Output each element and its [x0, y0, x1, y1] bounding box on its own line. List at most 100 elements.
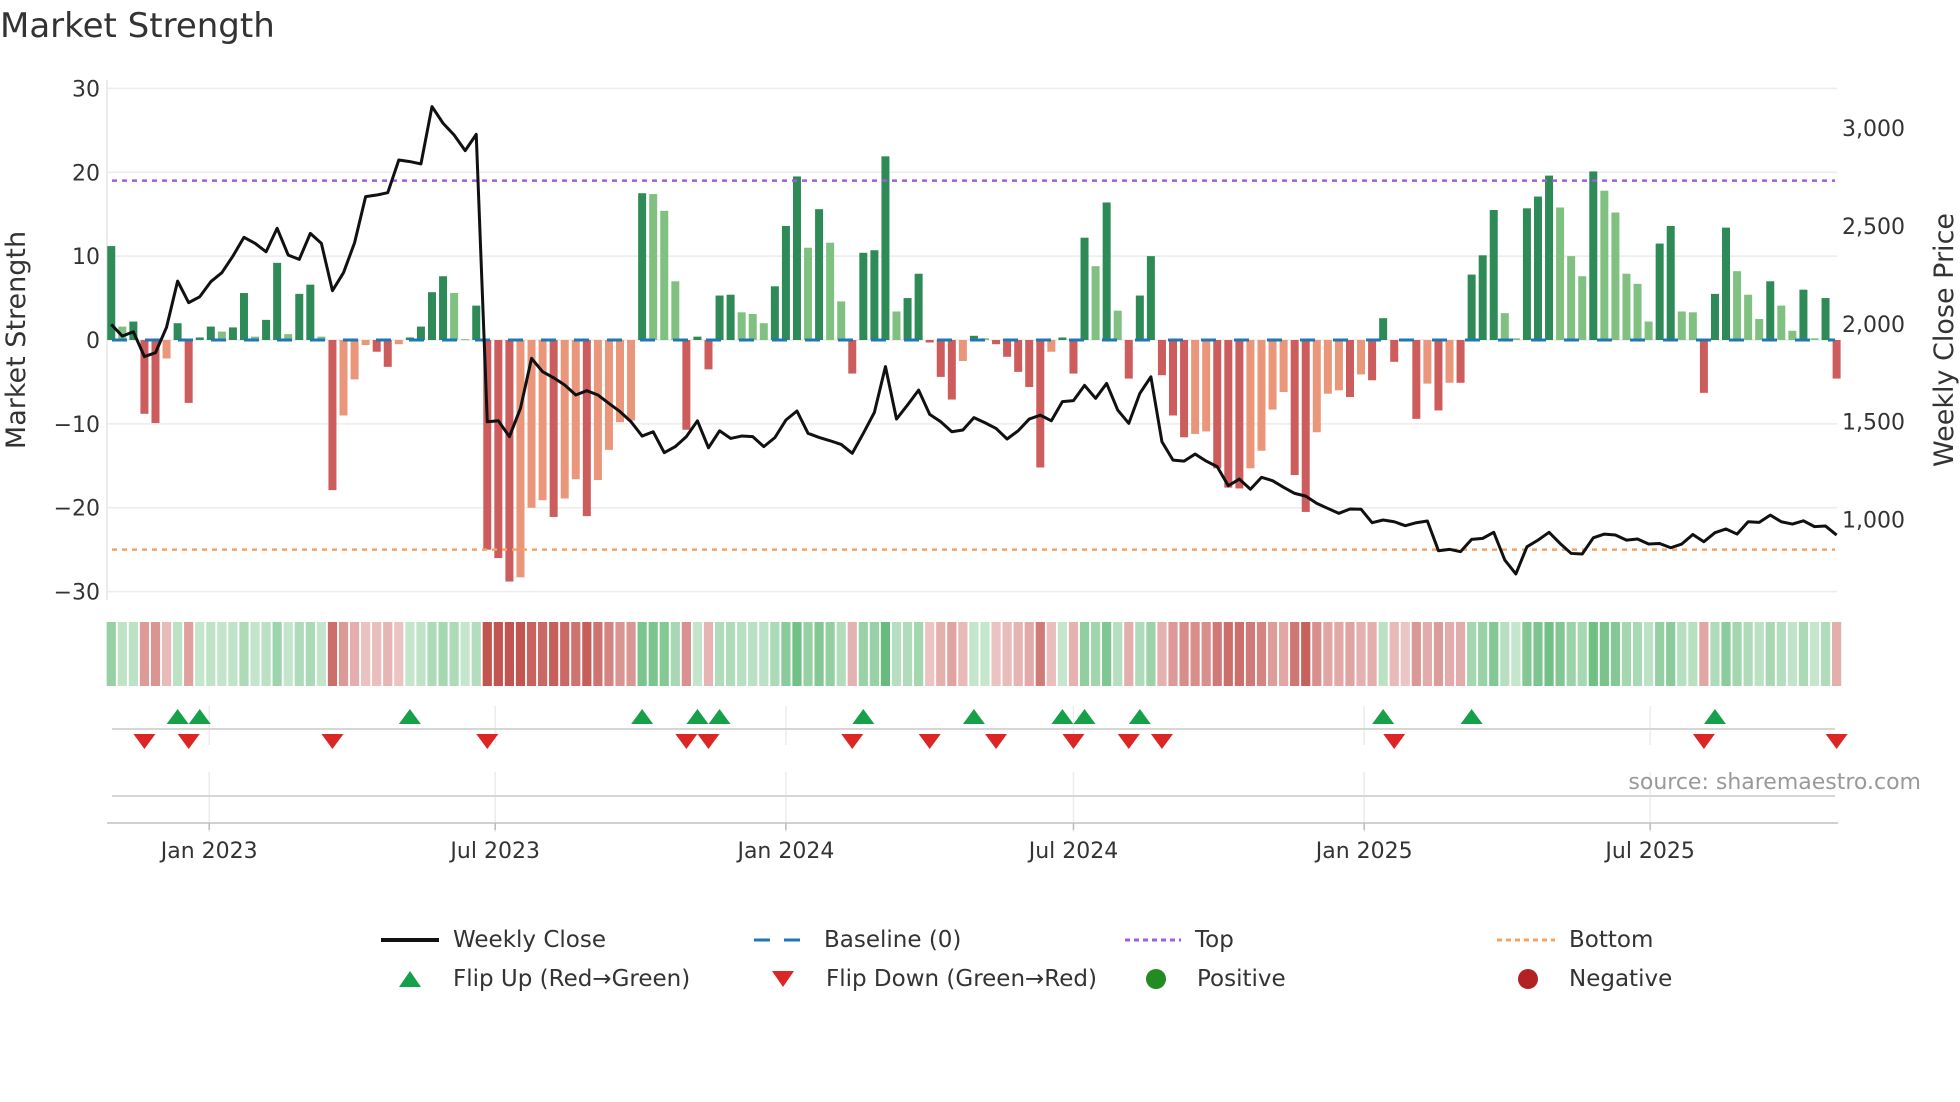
strength-bar	[483, 340, 492, 550]
strength-bar	[184, 340, 193, 403]
strip-cell	[571, 622, 581, 686]
strip-cell	[1610, 622, 1621, 686]
strip-cell	[1290, 622, 1300, 686]
strip-cell	[847, 622, 857, 686]
strip-cell	[1046, 622, 1056, 686]
strength-bar	[1699, 340, 1708, 393]
strength-bar	[1368, 340, 1377, 381]
strength-bar	[892, 311, 901, 340]
strength-bar	[1069, 340, 1078, 374]
strip-cell	[1500, 622, 1510, 686]
strip-cell	[869, 622, 879, 686]
strip-cell	[1102, 622, 1112, 686]
strength-bar	[206, 326, 215, 340]
strength-bar	[1058, 337, 1067, 340]
strength-bar	[295, 293, 304, 340]
strip-cell	[1478, 622, 1488, 686]
strength-bar	[649, 194, 658, 340]
strip-cell	[914, 622, 924, 686]
strength-bar	[1246, 340, 1255, 469]
strip-cell	[1068, 622, 1079, 686]
strength-bar	[1268, 340, 1277, 410]
strength-bar	[1224, 340, 1233, 488]
strip-cell	[515, 622, 526, 686]
legend-label: Top	[1195, 927, 1234, 953]
strength-bar	[394, 340, 403, 345]
y-axis-title-left: Market Strength	[1, 231, 32, 449]
strip-cell	[416, 622, 426, 686]
strip-cell	[537, 622, 548, 686]
strip-cell	[1455, 622, 1466, 686]
strip-cell	[1743, 622, 1753, 686]
strength-bar	[1533, 196, 1542, 340]
strength-bar	[1301, 340, 1310, 512]
strip-cell	[128, 622, 138, 686]
strip-cell	[438, 622, 448, 686]
strength-bar	[770, 286, 779, 340]
strip-cell	[383, 622, 393, 686]
strip-cell	[184, 622, 194, 686]
strength-bar	[1102, 202, 1111, 340]
x-tick-label: Jan 2024	[735, 839, 834, 864]
strip-cell	[726, 622, 736, 686]
strip-cell	[1787, 622, 1797, 686]
strip-cell	[1312, 622, 1322, 686]
strip-cell	[1334, 622, 1344, 686]
strength-bar	[505, 340, 514, 582]
strip-cell	[1422, 622, 1432, 686]
strength-bar	[1511, 338, 1520, 340]
strip-cell	[1577, 622, 1587, 686]
strip-cell	[1301, 622, 1311, 686]
strength-bar	[1478, 255, 1487, 340]
strip-cell	[1433, 622, 1444, 686]
strip-cell	[1157, 622, 1167, 686]
strip-cell	[173, 622, 183, 686]
strip-cell	[117, 622, 127, 686]
strength-bar	[726, 294, 735, 340]
strip-cell	[803, 622, 813, 686]
strength-bar	[1799, 289, 1808, 340]
strip-cell	[493, 622, 503, 686]
strength-bar	[925, 340, 934, 343]
strength-bar	[1257, 340, 1266, 451]
strip-cell	[1732, 622, 1742, 686]
strength-bar	[715, 295, 724, 340]
strength-bar	[1821, 298, 1830, 340]
y-tick-label-right: 2,500	[1842, 215, 1905, 240]
strip-cell	[1832, 622, 1842, 686]
strength-bar	[1611, 212, 1620, 340]
strength-bar	[1014, 340, 1023, 372]
strength-bar	[914, 273, 923, 340]
y-tick-label-right: 1,000	[1842, 508, 1905, 533]
x-tick-label: Jul 2025	[1603, 839, 1695, 864]
strip-cell	[681, 622, 691, 686]
dashed-line-icon	[754, 938, 810, 942]
strip-cell	[272, 622, 282, 686]
chart-title: Market Strength	[0, 6, 275, 46]
strength-bar	[372, 340, 381, 352]
strip-cell	[969, 622, 979, 686]
strip-cell	[239, 622, 249, 686]
strength-bar	[1379, 318, 1388, 340]
strip-cell	[1666, 622, 1676, 686]
strength-bar	[1766, 281, 1775, 340]
strip-cell	[1688, 622, 1698, 686]
strip-cell	[283, 622, 293, 686]
strip-cell	[1632, 622, 1643, 686]
strip-cell	[1710, 622, 1720, 686]
strength-bar	[1777, 305, 1786, 340]
strength-bar	[571, 340, 580, 480]
strength-bar	[593, 340, 602, 481]
strip-cell	[549, 622, 559, 686]
flip-down-marker	[1383, 734, 1406, 749]
strength-bar	[1467, 274, 1476, 340]
source-annotation: source: sharemaestro.com	[1628, 770, 1921, 795]
strip-cell	[1256, 622, 1267, 686]
strength-bar	[1047, 340, 1056, 352]
strength-bar	[107, 246, 116, 340]
legend-label: Weekly Close	[453, 927, 606, 953]
flip-up-marker	[1073, 709, 1096, 724]
strip-cell	[1555, 622, 1565, 686]
strength-bar	[516, 340, 525, 578]
strength-bar	[273, 262, 282, 340]
